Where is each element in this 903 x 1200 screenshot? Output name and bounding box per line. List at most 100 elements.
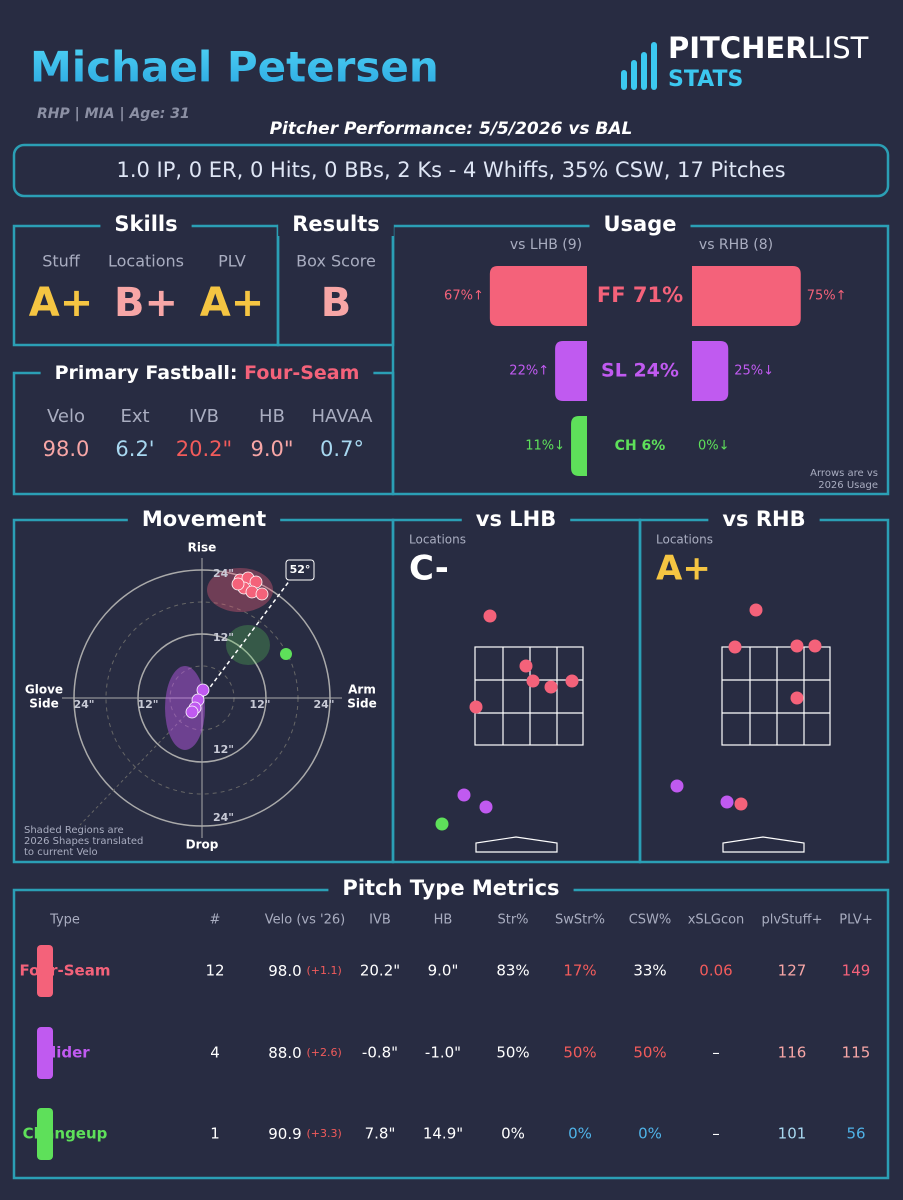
grade: A+ <box>29 280 93 326</box>
ring-label: 24" <box>313 698 334 711</box>
title-background <box>461 507 571 531</box>
grade: A+ <box>656 549 711 589</box>
cell: 12 <box>205 962 224 980</box>
usage-label: 67%↑ <box>444 289 484 304</box>
cell: 0.06 <box>699 962 732 980</box>
usage-note: Arrows are vs <box>810 468 878 479</box>
cell: 56 <box>846 1125 865 1143</box>
logo-sub: STATS <box>668 67 743 92</box>
section-title: Skills <box>114 212 177 236</box>
cell: 1 <box>210 1125 220 1143</box>
velo-diff: (+1.1) <box>306 964 341 977</box>
usage-bar <box>489 266 587 326</box>
cell: Changeup <box>23 1125 108 1143</box>
axis-label: Side <box>347 697 376 711</box>
cell: 17% <box>563 962 596 980</box>
pitch-color <box>37 1108 53 1160</box>
usage-bar <box>555 341 587 401</box>
grade: A+ <box>200 280 264 326</box>
axis-label: Glove <box>25 683 63 697</box>
section-title: Results <box>292 212 380 236</box>
cell: 0% <box>638 1125 662 1143</box>
cell: 50% <box>563 1044 596 1062</box>
column-header: plvStuff+ <box>762 913 823 928</box>
cell: – <box>712 1044 720 1062</box>
cell: Four-Seam <box>20 962 111 980</box>
grade-label: Locations <box>108 252 184 271</box>
movement-note: 2026 Shapes translated <box>24 836 143 847</box>
grade-label: Box Score <box>296 252 376 271</box>
usage-header: vs RHB (8) <box>699 237 773 253</box>
title-background <box>328 876 574 900</box>
cell: -0.8" <box>362 1044 398 1062</box>
column-header: SwStr% <box>555 913 605 928</box>
column-header: Str% <box>497 913 528 928</box>
title-background <box>589 212 691 236</box>
velo-diff: (+2.6) <box>306 1046 341 1059</box>
title-background <box>40 361 374 384</box>
player-name: Michael Petersen <box>30 43 439 92</box>
performance: Pitcher Performance: 5/5/2026 vs BAL <box>270 119 633 139</box>
metric-label: Ext <box>120 406 149 427</box>
cell-value: 88.0 <box>268 1044 301 1062</box>
cell: 88.0 (+2.6) <box>268 1044 341 1062</box>
cell: 101 <box>778 1125 807 1143</box>
section-title: Usage <box>604 212 677 236</box>
summary-box <box>12 143 890 198</box>
usage-header: vs LHB (9) <box>510 237 582 253</box>
cell: 20.2" <box>360 962 400 980</box>
title-part: Primary Fastball: <box>55 362 238 384</box>
cell: 149 <box>842 962 871 980</box>
grade-label: Locations <box>656 533 713 547</box>
cell: 14.9" <box>423 1125 463 1143</box>
column-header: Type <box>49 913 80 928</box>
title-background <box>100 212 192 236</box>
metric-label: IVB <box>189 406 219 427</box>
column-header: xSLGcon <box>688 913 745 928</box>
ring-label: 12" <box>213 743 234 756</box>
usage-pitch: SL 24% <box>601 360 679 382</box>
metric-value: 0.7° <box>320 437 364 461</box>
usage-pitch: CH 6% <box>615 438 666 454</box>
column-header: Velo (vs '26) <box>265 913 345 928</box>
section-title: Movement <box>142 507 266 531</box>
cell: 7.8" <box>365 1125 396 1143</box>
metric-value: 9.0" <box>250 437 293 461</box>
cell: Slider <box>40 1044 90 1062</box>
metric-value: 20.2" <box>176 437 232 461</box>
cell: 33% <box>633 962 666 980</box>
summary: 1.0 IP, 0 ER, 0 Hits, 0 BBs, 2 Ks - 4 Wh… <box>116 158 785 182</box>
movement-note: to current Velo <box>24 847 98 858</box>
section-title: vs RHB <box>722 507 805 531</box>
usage-label: 75%↑ <box>807 289 847 304</box>
logo-part: PITCHER <box>668 31 808 65</box>
column-header: # <box>210 913 221 928</box>
metric-label: HB <box>259 406 285 427</box>
cell: 0% <box>501 1125 525 1143</box>
cell: 4 <box>210 1044 220 1062</box>
cell: 116 <box>778 1044 807 1062</box>
cell: 90.9 (+3.3) <box>268 1125 341 1143</box>
logo-text: PITCHERLIST <box>668 31 869 65</box>
player-info: RHP | MIA | Age: 31 <box>37 106 190 122</box>
cell: 50% <box>496 1044 529 1062</box>
axis-label: Side <box>29 697 58 711</box>
section-title: vs LHB <box>476 507 556 531</box>
section-title: Primary Fastball: Four-Seam <box>55 362 360 384</box>
usage-pitch: FF 71% <box>597 283 683 307</box>
grade-label: PLV <box>218 252 246 271</box>
axis-label: Rise <box>188 541 217 555</box>
metric-label: Velo <box>47 406 85 427</box>
movement-plot <box>62 558 342 838</box>
angle-label: 52° <box>290 563 311 576</box>
usage-bar <box>692 266 801 326</box>
ring-label: 12" <box>249 698 270 711</box>
usage-label: 25%↓ <box>734 364 774 379</box>
cell-value: 98.0 <box>268 962 301 980</box>
usage-label: 0%↓ <box>698 439 730 454</box>
cell: 115 <box>842 1044 871 1062</box>
cell: 50% <box>633 1044 666 1062</box>
ring-label: 12" <box>213 631 234 644</box>
